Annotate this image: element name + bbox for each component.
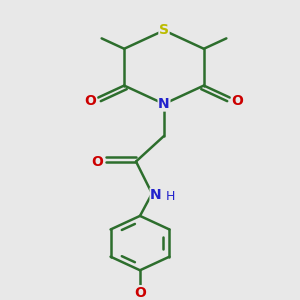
Text: O: O [91,154,103,169]
Text: O: O [134,286,146,300]
Text: S: S [159,23,169,38]
Text: O: O [232,94,243,108]
Text: N: N [150,188,162,202]
Text: H: H [165,190,175,203]
Text: O: O [85,94,97,108]
Text: N: N [158,97,170,111]
